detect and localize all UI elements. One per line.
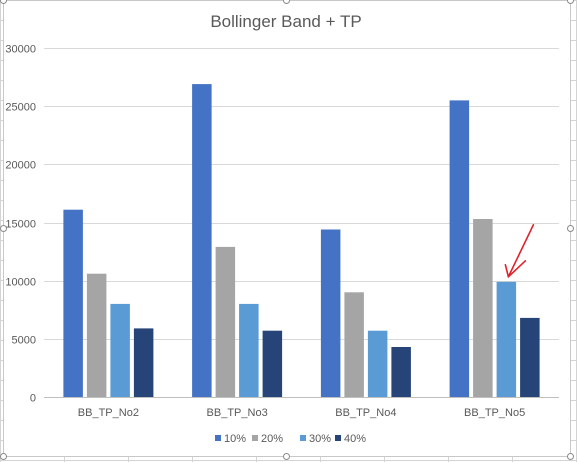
legend-swatch-20pct: [252, 435, 258, 441]
y-tick-label: 5000: [12, 335, 36, 347]
bar-BB_TP_No3-40pct[interactable]: [262, 330, 283, 397]
bar-BB_TP_No5-30pct[interactable]: [496, 281, 517, 397]
legend-swatch-30pct: [300, 435, 306, 441]
y-tick-label: 0: [30, 393, 36, 405]
legend-label: 20%: [261, 433, 283, 445]
bar-BB_TP_No4-20pct[interactable]: [344, 292, 364, 397]
resize-handle-middle-right[interactable]: [567, 225, 574, 232]
annotation-arrow-shaft: [507, 224, 535, 278]
y-tick-label: 10000: [5, 277, 36, 289]
y-tick-label: 20000: [5, 160, 36, 172]
x-tick-label: BB_TP_No3: [207, 407, 268, 419]
y-tick-label: 15000: [5, 219, 36, 231]
resize-handle-top-center[interactable]: [283, 0, 290, 4]
chart-title: Bollinger Band + TP: [210, 12, 361, 31]
bar-BB_TP_No4-30pct[interactable]: [367, 330, 388, 397]
bar-BB_TP_No3-10pct[interactable]: [192, 84, 212, 397]
x-tick-label: BB_TP_No5: [464, 407, 525, 419]
legend-label: 30%: [309, 433, 331, 445]
resize-handle-middle-left[interactable]: [0, 225, 7, 232]
annotation-arrow-head: [504, 260, 527, 278]
bar-BB_TP_No4-10pct[interactable]: [320, 229, 341, 398]
bar-BB_TP_No2-10pct[interactable]: [63, 209, 83, 397]
bar-BB_TP_No3-20pct[interactable]: [215, 246, 236, 397]
bar-BB_TP_No3-30pct[interactable]: [239, 303, 259, 397]
resize-handle-bottom-center[interactable]: [283, 453, 290, 460]
bar-BB_TP_No5-10pct[interactable]: [449, 100, 470, 398]
annotation-arrow: [504, 224, 535, 278]
y-axis-labels: 0 5000 10000 15000 20000 25000 30000: [5, 44, 36, 405]
legend-swatch-10pct: [215, 435, 221, 441]
bar-BB_TP_No4-40pct[interactable]: [391, 347, 411, 397]
y-tick-label: 30000: [5, 44, 36, 56]
bars: [63, 84, 540, 398]
resize-handle-top-right[interactable]: [567, 0, 574, 4]
y-tick-label: 25000: [5, 102, 36, 114]
legend-swatch-40pct: [335, 435, 341, 441]
resize-handle-top-left[interactable]: [0, 0, 7, 4]
x-axis-labels: BB_TP_No2 BB_TP_No3 BB_TP_No4 BB_TP_No5: [78, 407, 525, 419]
x-tick-label: BB_TP_No2: [78, 407, 139, 419]
legend-label: 10%: [224, 433, 246, 445]
bar-BB_TP_No2-30pct[interactable]: [110, 303, 130, 397]
x-tick-label: BB_TP_No4: [335, 407, 396, 419]
bar-BB_TP_No2-40pct[interactable]: [133, 328, 154, 397]
bar-BB_TP_No2-20pct[interactable]: [86, 273, 107, 397]
resize-handle-bottom-right[interactable]: [567, 453, 574, 460]
bar-BB_TP_No5-20pct[interactable]: [473, 219, 493, 397]
bar-BB_TP_No5-40pct[interactable]: [520, 317, 540, 397]
resize-handle-bottom-left[interactable]: [0, 453, 7, 460]
legend: 10% 20% 30% 40%: [215, 433, 366, 445]
legend-label: 40%: [344, 433, 366, 445]
